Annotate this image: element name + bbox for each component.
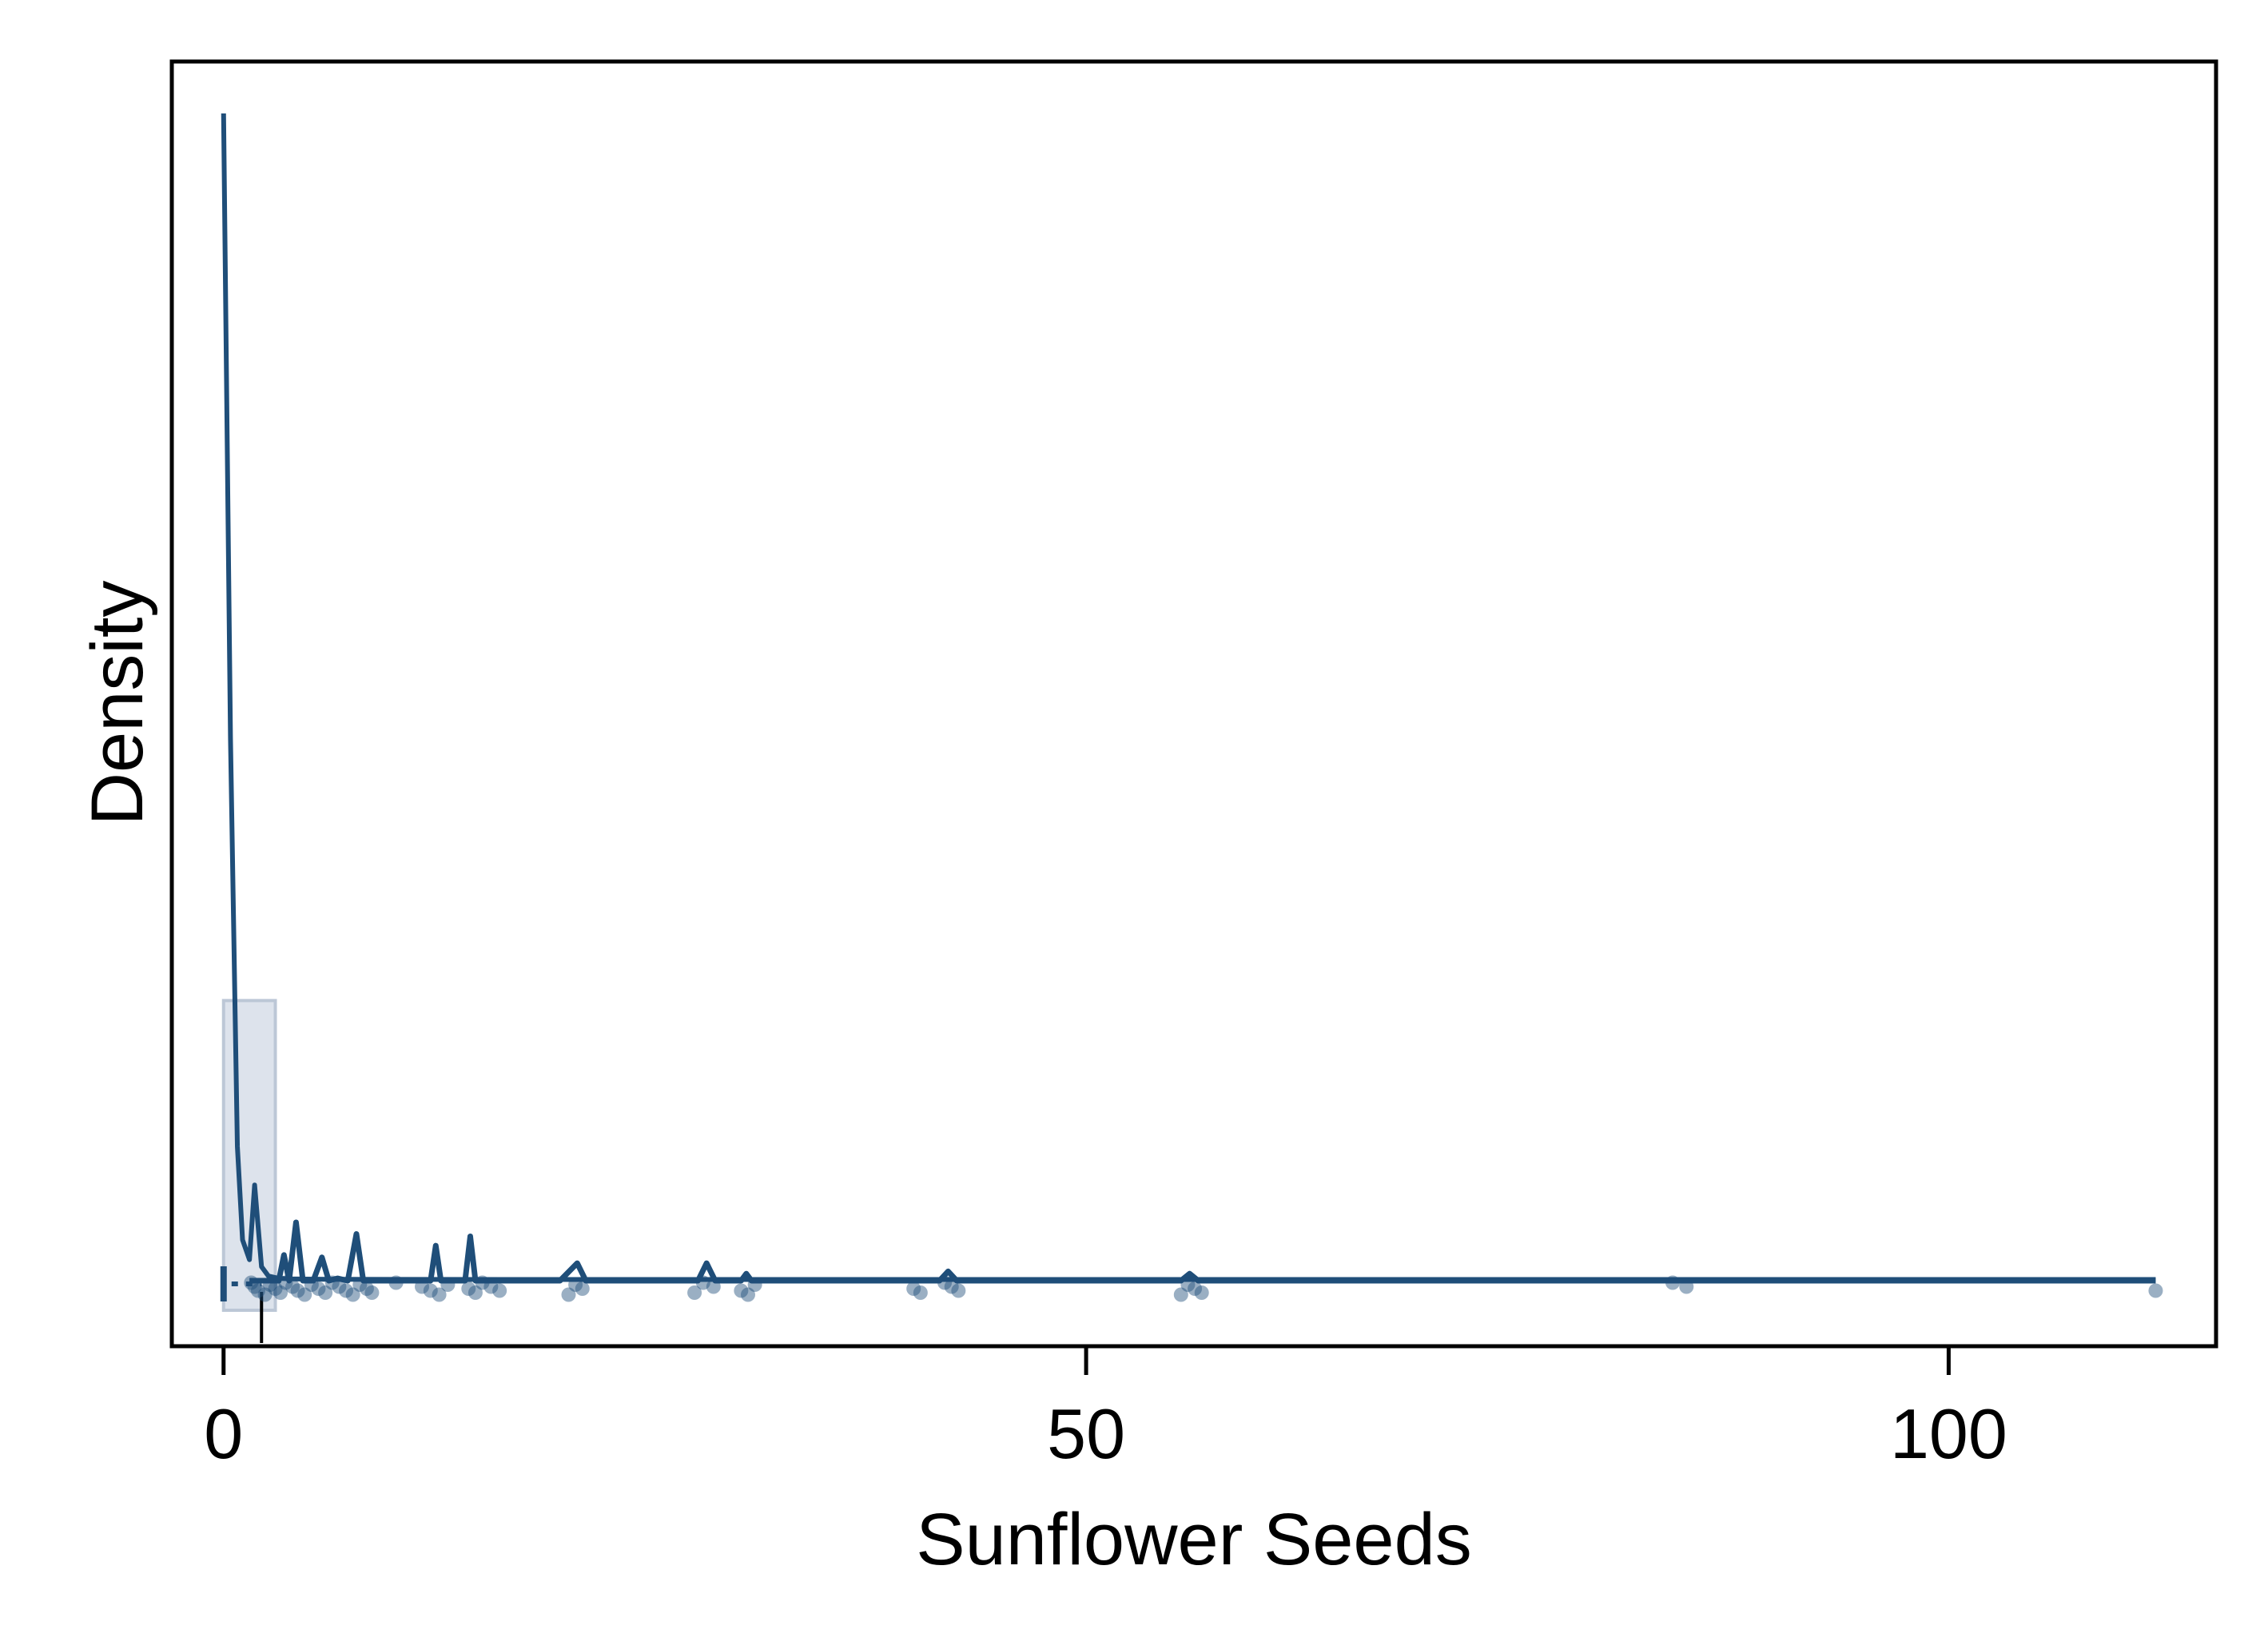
data-point — [423, 1283, 438, 1298]
x-tick-label-0: 0 — [204, 1394, 243, 1473]
x-tick-label-50: 50 — [1047, 1394, 1125, 1473]
data-point — [364, 1285, 380, 1300]
data-point — [244, 1275, 259, 1290]
data-point — [297, 1287, 312, 1302]
data-point — [575, 1281, 590, 1296]
data-point — [332, 1279, 347, 1294]
data-point — [352, 1277, 368, 1292]
histogram-bar-0 — [221, 999, 277, 1312]
data-point — [695, 1275, 710, 1290]
data-point — [492, 1283, 507, 1298]
data-point — [278, 1275, 293, 1290]
data-point — [944, 1279, 959, 1294]
data-point — [1194, 1285, 1209, 1300]
data-point — [1188, 1281, 1203, 1296]
data-point — [475, 1275, 490, 1290]
y-axis-title: Density — [77, 581, 158, 826]
data-point — [285, 1279, 300, 1294]
data-point — [345, 1287, 360, 1302]
x-axis: 0 50 100 — [204, 1346, 2007, 1473]
data-point — [1173, 1287, 1188, 1302]
data-point — [273, 1285, 288, 1300]
data-point — [734, 1283, 749, 1298]
data-point — [388, 1275, 404, 1290]
data-point — [913, 1285, 928, 1300]
data-point — [937, 1275, 953, 1290]
data-point — [415, 1279, 430, 1294]
data-point — [687, 1285, 702, 1300]
x-tick-label-100: 100 — [1890, 1394, 2007, 1473]
data-point — [1679, 1279, 1694, 1294]
data-point — [359, 1281, 374, 1296]
data-point — [339, 1283, 354, 1298]
data-point — [906, 1281, 921, 1296]
rug-line — [249, 1219, 2156, 1284]
data-point — [747, 1277, 762, 1292]
data-point — [311, 1281, 326, 1296]
data-point — [461, 1281, 476, 1296]
data-point — [740, 1287, 755, 1302]
plot-area — [220, 113, 2163, 1343]
data-point — [1180, 1277, 1196, 1292]
data-point — [247, 1279, 262, 1294]
data-point — [468, 1285, 483, 1300]
plot-frame — [169, 59, 2218, 1349]
data-point — [250, 1283, 265, 1298]
data-point — [2148, 1283, 2163, 1298]
x-axis-title: Sunflower Seeds — [916, 1499, 1472, 1580]
data-point — [268, 1281, 283, 1296]
data-point — [263, 1277, 278, 1292]
data-point — [440, 1277, 456, 1292]
data-point — [561, 1287, 576, 1302]
data-point — [951, 1283, 966, 1298]
data-point — [1665, 1275, 1681, 1290]
data-point — [706, 1279, 721, 1294]
data-point — [324, 1275, 340, 1290]
data-point — [290, 1283, 305, 1298]
data-point — [432, 1287, 447, 1302]
density-curve — [221, 113, 2156, 1282]
data-point — [568, 1277, 583, 1292]
data-point — [318, 1285, 333, 1300]
data-point — [483, 1279, 499, 1294]
data-point — [257, 1287, 273, 1302]
data-point — [304, 1277, 319, 1292]
